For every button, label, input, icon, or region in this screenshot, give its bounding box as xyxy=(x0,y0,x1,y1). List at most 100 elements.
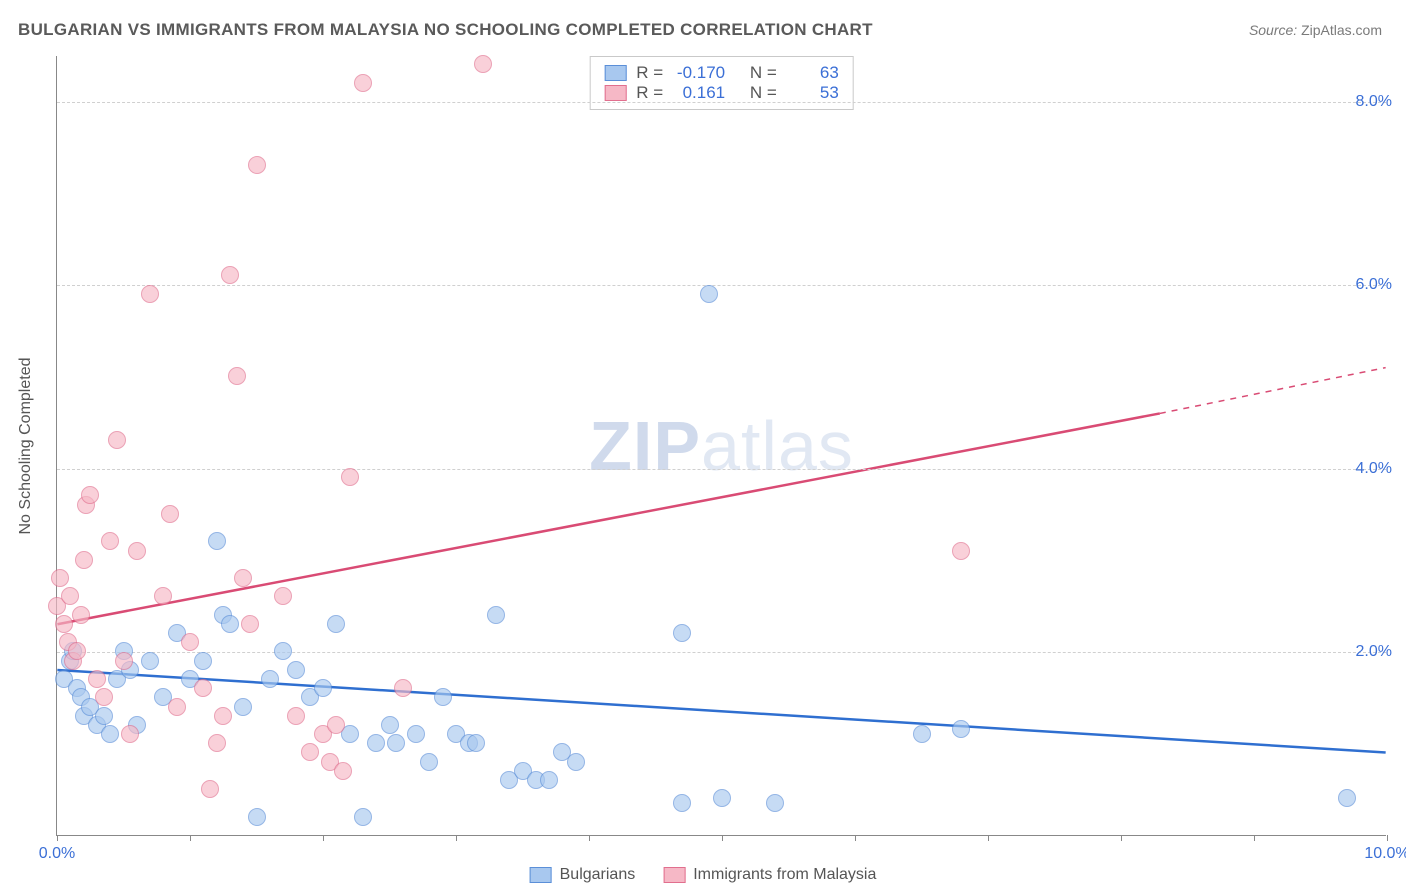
scatter-point xyxy=(467,734,485,752)
scatter-point xyxy=(234,569,252,587)
scatter-point xyxy=(301,743,319,761)
scatter-point xyxy=(261,670,279,688)
scatter-point xyxy=(128,542,146,560)
scatter-point xyxy=(387,734,405,752)
scatter-point xyxy=(540,771,558,789)
stats-row-series-1: R = 0.161 N = 53 xyxy=(604,83,839,103)
scatter-point xyxy=(108,431,126,449)
y-axis-label: No Schooling Completed xyxy=(17,358,35,535)
swatch-series-1 xyxy=(604,85,626,101)
xtick-label: 0.0% xyxy=(39,845,75,863)
scatter-point xyxy=(354,74,372,92)
scatter-point xyxy=(474,55,492,73)
legend-label-0: Bulgarians xyxy=(560,866,636,884)
scatter-point xyxy=(952,542,970,560)
r-label: R = xyxy=(636,83,663,103)
scatter-point xyxy=(75,551,93,569)
gridline-h xyxy=(57,469,1386,470)
source-name: ZipAtlas.com xyxy=(1301,22,1382,38)
scatter-point xyxy=(208,734,226,752)
ytick-label: 8.0% xyxy=(1356,93,1392,111)
scatter-point xyxy=(248,808,266,826)
scatter-point xyxy=(1338,789,1356,807)
xtick-mark xyxy=(323,835,324,841)
plot-area: ZIPatlas R = -0.170 N = 63 R = 0.161 N =… xyxy=(56,56,1386,836)
scatter-point xyxy=(81,486,99,504)
r-label: R = xyxy=(636,63,663,83)
scatter-point xyxy=(214,707,232,725)
ytick-label: 4.0% xyxy=(1356,460,1392,478)
r-value-1: 0.161 xyxy=(673,83,725,103)
xtick-mark xyxy=(589,835,590,841)
gridline-h xyxy=(57,102,1386,103)
xtick-mark xyxy=(1254,835,1255,841)
scatter-point xyxy=(72,606,90,624)
scatter-point xyxy=(115,652,133,670)
scatter-point xyxy=(381,716,399,734)
n-value-0: 63 xyxy=(787,63,839,83)
n-label: N = xyxy=(750,83,777,103)
scatter-point xyxy=(394,679,412,697)
scatter-point xyxy=(234,698,252,716)
legend-label-1: Immigrants from Malaysia xyxy=(693,866,876,884)
gridline-h xyxy=(57,285,1386,286)
scatter-point xyxy=(327,615,345,633)
scatter-point xyxy=(274,587,292,605)
scatter-point xyxy=(61,587,79,605)
scatter-point xyxy=(141,285,159,303)
xtick-mark xyxy=(1121,835,1122,841)
gridline-h xyxy=(57,652,1386,653)
scatter-point xyxy=(201,780,219,798)
scatter-point xyxy=(673,624,691,642)
scatter-point xyxy=(221,615,239,633)
scatter-point xyxy=(55,615,73,633)
scatter-point xyxy=(713,789,731,807)
xtick-mark xyxy=(722,835,723,841)
scatter-point xyxy=(181,633,199,651)
scatter-point xyxy=(241,615,259,633)
scatter-point xyxy=(334,762,352,780)
scatter-point xyxy=(194,652,212,670)
scatter-point xyxy=(287,661,305,679)
scatter-point xyxy=(221,266,239,284)
xtick-mark xyxy=(1387,835,1388,841)
r-value-0: -0.170 xyxy=(673,63,725,83)
legend-item-1: Immigrants from Malaysia xyxy=(663,866,876,884)
scatter-point xyxy=(407,725,425,743)
n-label: N = xyxy=(750,63,777,83)
xtick-mark xyxy=(456,835,457,841)
scatter-point xyxy=(287,707,305,725)
scatter-point xyxy=(194,679,212,697)
scatter-point xyxy=(487,606,505,624)
scatter-point xyxy=(354,808,372,826)
swatch-series-0 xyxy=(604,65,626,81)
scatter-point xyxy=(673,794,691,812)
scatter-point xyxy=(341,468,359,486)
scatter-point xyxy=(168,698,186,716)
scatter-point xyxy=(68,642,86,660)
swatch-series-0 xyxy=(530,867,552,883)
scatter-point xyxy=(154,587,172,605)
chart-container: BULGARIAN VS IMMIGRANTS FROM MALAYSIA NO… xyxy=(0,0,1406,892)
scatter-point xyxy=(95,707,113,725)
chart-title: BULGARIAN VS IMMIGRANTS FROM MALAYSIA NO… xyxy=(18,20,873,40)
xtick-mark xyxy=(855,835,856,841)
scatter-point xyxy=(913,725,931,743)
source-label: Source: xyxy=(1249,22,1297,38)
scatter-point xyxy=(95,688,113,706)
scatter-point xyxy=(88,670,106,688)
legend-item-0: Bulgarians xyxy=(530,866,636,884)
bottom-legend: Bulgarians Immigrants from Malaysia xyxy=(530,866,877,884)
scatter-point xyxy=(434,688,452,706)
xtick-mark xyxy=(988,835,989,841)
xtick-mark xyxy=(57,835,58,841)
xtick-mark xyxy=(190,835,191,841)
scatter-point xyxy=(367,734,385,752)
scatter-point xyxy=(700,285,718,303)
scatter-point xyxy=(274,642,292,660)
xtick-label: 10.0% xyxy=(1364,845,1406,863)
ytick-label: 6.0% xyxy=(1356,276,1392,294)
scatter-point xyxy=(228,367,246,385)
scatter-point xyxy=(161,505,179,523)
scatter-point xyxy=(248,156,266,174)
